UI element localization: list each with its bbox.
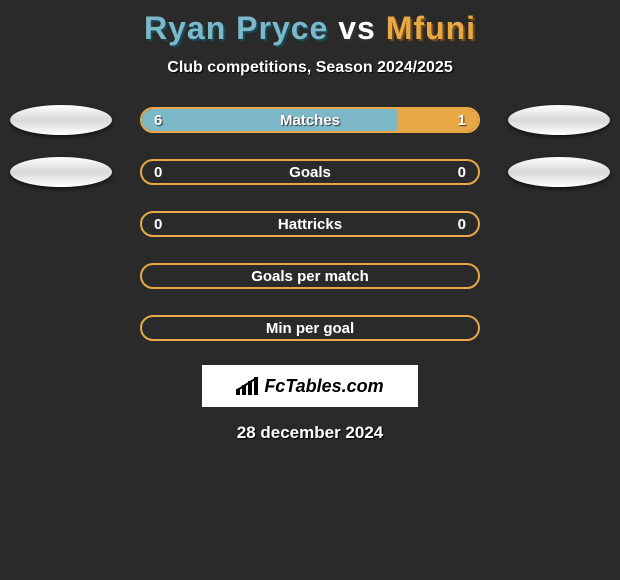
- stat-bar: Goals per match: [140, 263, 480, 289]
- subtitle: Club competitions, Season 2024/2025: [0, 59, 620, 77]
- logo-box: FcTables.com: [202, 365, 418, 407]
- logo-text: FcTables.com: [264, 376, 383, 397]
- stat-row: 00Hattricks: [0, 209, 620, 239]
- chart-icon: [236, 377, 258, 395]
- player2-flag: [508, 157, 610, 187]
- player1-flag: [10, 157, 112, 187]
- player1-name: Ryan Pryce: [144, 10, 328, 46]
- stats-area: 61Matches 00Goals 00Hattricks Goals per mat…: [0, 105, 620, 343]
- stat-row: 00Goals: [0, 157, 620, 187]
- comparison-container: Ryan Pryce vs Mfuni Club competitions, S…: [0, 0, 620, 453]
- stat-row: 61Matches: [0, 105, 620, 135]
- stat-bar: 00Goals: [140, 159, 480, 185]
- stat-bar: 00Hattricks: [140, 211, 480, 237]
- stat-bar: Min per goal: [140, 315, 480, 341]
- page-title: Ryan Pryce vs Mfuni: [0, 10, 620, 47]
- stat-row: Min per goal: [0, 313, 620, 343]
- stat-bar: 61Matches: [140, 107, 480, 133]
- stat-label: Goals per match: [142, 268, 478, 285]
- stat-row: Goals per match: [0, 261, 620, 291]
- stat-label: Hattricks: [142, 216, 478, 233]
- date-text: 28 december 2024: [0, 423, 620, 443]
- player1-flag: [10, 105, 112, 135]
- stat-label: Goals: [142, 164, 478, 181]
- player2-name: Mfuni: [386, 10, 476, 46]
- vs-text: vs: [338, 10, 376, 46]
- player2-flag: [508, 105, 610, 135]
- stat-label: Matches: [142, 112, 478, 129]
- stat-label: Min per goal: [142, 320, 478, 337]
